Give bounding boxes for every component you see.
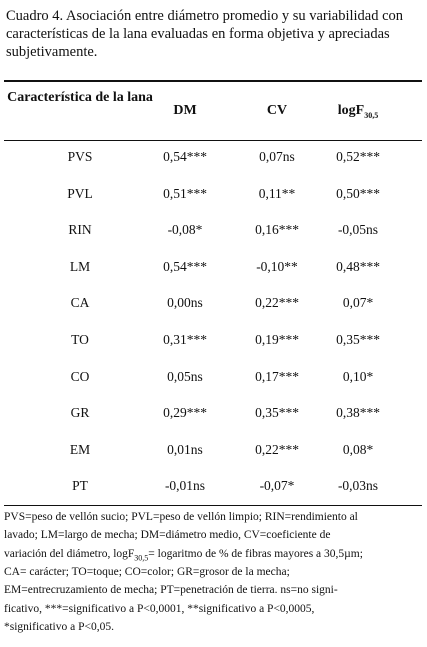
table-cell: 0,07ns	[259, 149, 295, 164]
table-cell: 0,52***	[336, 149, 380, 164]
table-cell: -0,10**	[256, 258, 298, 274]
table-cell: 0,00ns	[167, 295, 203, 311]
table-bottom-rule	[4, 505, 422, 506]
table-cell: RIN	[68, 222, 92, 238]
table-cell: 0,48***	[336, 258, 380, 274]
table-cell: 0,51***	[163, 185, 207, 201]
table-cell: CA	[70, 295, 90, 311]
table-cell: 0,19***	[255, 332, 299, 347]
table-cell: CO	[70, 368, 90, 384]
footnote-line: *significativo a P<0,05.	[4, 620, 114, 633]
table-cell: -0,01ns	[164, 478, 206, 494]
header-cell: Característica de la lana	[7, 90, 153, 105]
header-subscript: 30,5	[364, 110, 379, 120]
footnote-text: = logaritmo de % de fibras mayores a 30,…	[148, 547, 363, 560]
table-cell: 0,22***	[255, 441, 299, 457]
header-rule	[4, 140, 422, 141]
header-cell: DM	[173, 103, 197, 118]
table-top-rule	[4, 80, 422, 82]
footnote-line: CA= carácter; TO=toque; CO=color; GR=gro…	[4, 565, 290, 578]
table-cell: 0,08*	[342, 441, 374, 457]
header-cell: CV	[266, 103, 288, 118]
table-cell: -0,05ns	[337, 222, 379, 238]
table-cell: 0,54***	[163, 149, 207, 164]
table-cell: PVL	[67, 185, 93, 201]
table-cell: 0,38***	[336, 405, 380, 421]
caption-line: Cuadro 4. Asociación entre diámetro prom…	[6, 8, 404, 24]
table-cell: -0,07*	[259, 478, 295, 494]
footnote-line: lavado; LM=largo de mecha; DM=diámetro m…	[4, 529, 331, 542]
footnote-text: variación del diámetro, logF	[4, 547, 135, 560]
table-cell: 0,50***	[336, 185, 380, 201]
header-cell: logF30,5	[310, 103, 406, 120]
footnote-line: EM=entrecruzamiento de mecha; PT=penetra…	[4, 584, 338, 597]
table-cell: 0,11**	[258, 185, 296, 201]
table-cell: 0,22***	[255, 295, 299, 311]
table-cell: EM	[69, 441, 91, 457]
table-cell: TO	[71, 332, 89, 347]
caption-line: subjetivamente.	[6, 44, 98, 60]
table-cell: -0,08*	[167, 222, 203, 238]
header-text: logF	[337, 103, 365, 118]
table-cell: -0,03ns	[337, 478, 379, 494]
table-cell: 0,16***	[255, 222, 299, 238]
table-cell: 0,35***	[336, 332, 380, 347]
table-cell: 0,31***	[163, 332, 207, 347]
table-cell: 0,29***	[163, 405, 207, 421]
table-cell: 0,07*	[342, 295, 374, 311]
table-cell: PVS	[67, 149, 93, 164]
table-cell: PT	[72, 478, 88, 494]
footnote-subscript: 30,5	[134, 552, 149, 562]
footnote-line: ficativo, ***=significativo a P<0,0001, …	[4, 602, 315, 615]
table-cell: 0,35***	[255, 405, 299, 421]
table-cell: 0,17***	[255, 368, 299, 384]
footnote-line: PVS=peso de vellón sucio; PVL=peso de ve…	[4, 511, 358, 523]
table-cell: LM	[69, 258, 91, 274]
table-cell: 0,10*	[342, 368, 374, 384]
table-cell: 0,05ns	[167, 368, 203, 384]
footnote-line: variación del diámetro, logF30,5= logari…	[4, 548, 363, 562]
table-cell: 0,54***	[163, 258, 207, 274]
table-cell: GR	[70, 405, 90, 421]
caption-line: características de la lana evaluadas en …	[6, 26, 390, 42]
table-cell: 0,01ns	[167, 441, 203, 457]
